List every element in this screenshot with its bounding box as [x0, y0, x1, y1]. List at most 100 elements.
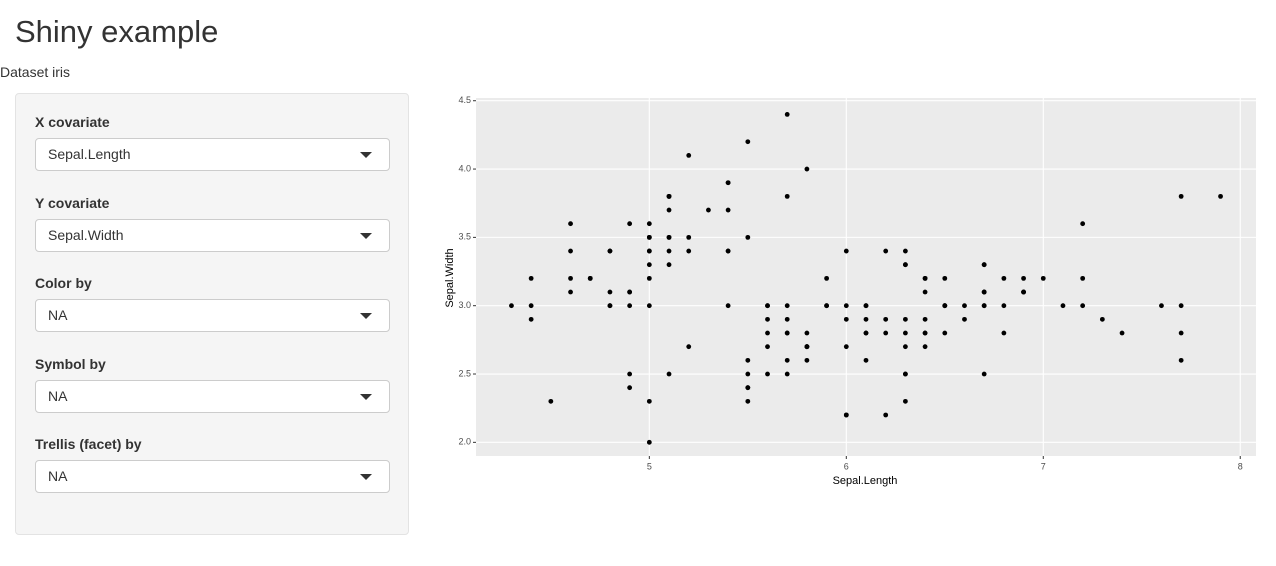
point — [804, 357, 810, 363]
point — [922, 316, 928, 322]
point — [1099, 316, 1105, 322]
point — [745, 139, 751, 145]
point — [942, 275, 948, 281]
point — [863, 303, 869, 309]
point — [843, 316, 849, 322]
x-tick-label: 7 — [1041, 461, 1046, 471]
select-control: Y covariate Sepal.Width — [35, 194, 390, 252]
point — [883, 412, 889, 418]
point — [883, 316, 889, 322]
point — [745, 371, 751, 377]
point — [784, 111, 790, 117]
point — [568, 221, 573, 227]
point — [666, 234, 672, 240]
point — [686, 152, 692, 158]
point — [627, 289, 633, 295]
x-axis-title: Sepal.Length — [833, 475, 898, 487]
point — [843, 303, 849, 309]
point — [902, 398, 908, 404]
y-tick-label: 4.0 — [458, 163, 471, 173]
point — [607, 289, 613, 295]
app-title: Shiny example — [15, 14, 219, 49]
point — [666, 371, 672, 377]
point — [646, 221, 652, 227]
point — [863, 316, 869, 322]
point — [981, 289, 987, 295]
point — [962, 316, 967, 322]
point — [902, 316, 908, 322]
select-control: Symbol by NA — [35, 355, 390, 413]
y-axis-title: Sepal.Width — [444, 248, 456, 307]
point — [627, 221, 633, 227]
point — [1178, 193, 1184, 199]
point — [843, 412, 849, 418]
select-control: X covariate Sepal.Length — [35, 113, 390, 171]
dataset-label: Dataset iris — [0, 64, 71, 80]
point — [784, 371, 790, 377]
y-tick-label: 3.5 — [458, 232, 471, 242]
point — [725, 303, 731, 309]
control-label: X covariate — [35, 114, 110, 130]
point — [804, 344, 810, 350]
point — [627, 303, 633, 309]
point — [784, 330, 790, 336]
point — [902, 371, 908, 377]
point — [784, 193, 790, 199]
chart: Sepal.Length Sepal.Width 5 6 7 8 2.0 2.5 3.0 3.… — [444, 95, 1256, 487]
point — [686, 344, 692, 350]
control-label: Color by — [35, 275, 92, 291]
point — [568, 289, 573, 295]
point — [765, 371, 770, 377]
point — [568, 275, 573, 281]
sidebar-panel: X covariate Sepal.Length Y covariate Sepal.… — [15, 93, 409, 535]
select-input[interactable]: Sepal.Width — [35, 218, 390, 252]
control-label: Y covariate — [35, 194, 110, 211]
point — [804, 330, 810, 336]
point — [922, 344, 928, 350]
point — [942, 330, 948, 336]
point — [1178, 303, 1184, 309]
point — [981, 262, 987, 268]
point — [902, 248, 908, 254]
point — [528, 303, 534, 309]
point — [528, 316, 534, 322]
point — [666, 248, 672, 254]
point — [568, 248, 573, 254]
select-input[interactable]: NA — [35, 299, 390, 332]
point — [607, 248, 613, 254]
point — [1218, 193, 1223, 199]
select-input[interactable]: NA — [35, 379, 390, 413]
x-tick-label: 6 — [844, 461, 849, 471]
point — [725, 180, 731, 186]
point — [922, 275, 928, 281]
point — [1159, 303, 1164, 309]
point — [1178, 330, 1184, 336]
point — [646, 234, 652, 240]
point — [804, 166, 810, 172]
point — [765, 330, 770, 336]
point — [784, 316, 790, 322]
point — [666, 262, 672, 268]
point — [646, 439, 652, 445]
y-tick-label: 2.0 — [458, 437, 471, 447]
point — [883, 248, 889, 254]
point — [843, 344, 849, 350]
point — [1080, 221, 1086, 227]
point — [646, 275, 652, 281]
point — [745, 357, 751, 363]
point — [765, 303, 770, 309]
select-input[interactable]: NA — [35, 460, 390, 493]
select-control: Trellis (facet) by NA — [35, 435, 390, 493]
point — [902, 330, 908, 336]
point — [548, 398, 554, 404]
point — [863, 330, 869, 336]
point — [646, 248, 652, 254]
point — [962, 303, 967, 309]
point — [509, 303, 514, 309]
select-input[interactable]: Sepal.Length — [35, 138, 390, 171]
point — [745, 385, 751, 391]
point — [1040, 275, 1046, 281]
point — [784, 357, 790, 363]
select-control: Color by NA — [35, 274, 390, 332]
point — [765, 344, 770, 350]
